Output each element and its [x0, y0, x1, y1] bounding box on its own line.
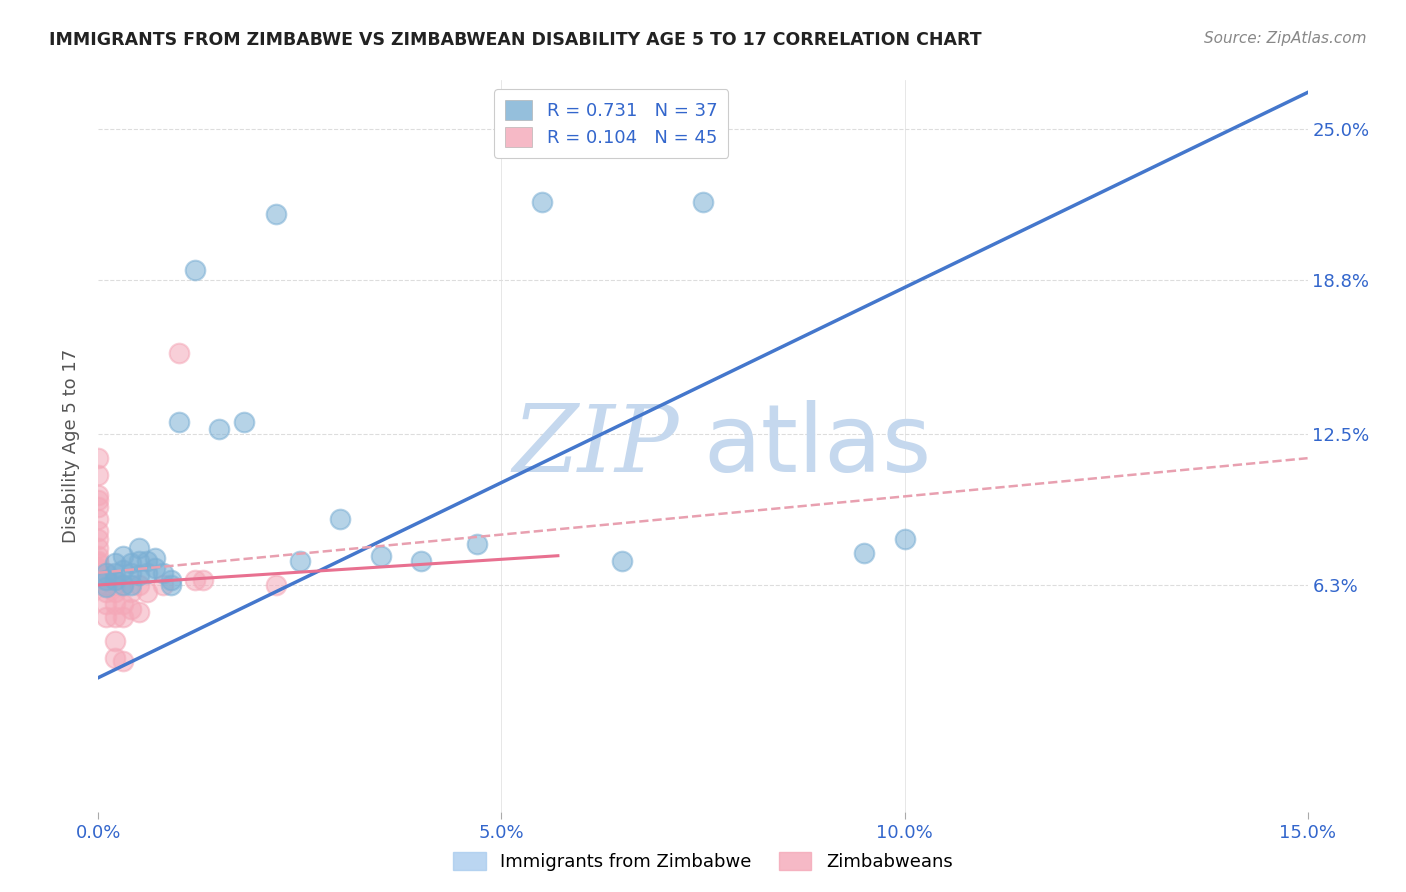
Point — [87, 451, 110, 466]
Point — [96, 566, 118, 580]
Point — [87, 492, 110, 507]
Text: ZIP: ZIP — [512, 401, 679, 491]
Point — [87, 541, 110, 556]
Point — [128, 605, 150, 619]
Point — [143, 551, 166, 566]
Point — [893, 532, 915, 546]
Point — [111, 549, 134, 563]
Point — [184, 263, 207, 277]
Point — [120, 602, 142, 616]
Legend: Immigrants from Zimbabwe, Zimbabweans: Immigrants from Zimbabwe, Zimbabweans — [446, 845, 960, 879]
Point — [111, 609, 134, 624]
Y-axis label: Disability Age 5 to 17: Disability Age 5 to 17 — [62, 349, 80, 543]
Point — [152, 578, 174, 592]
Point — [111, 578, 134, 592]
Point — [87, 556, 110, 570]
Point — [409, 553, 432, 567]
Point — [87, 512, 110, 526]
Point — [103, 598, 125, 612]
Point — [103, 585, 125, 599]
Point — [167, 346, 190, 360]
Point — [96, 566, 118, 580]
Point — [103, 556, 125, 570]
Legend: R = 0.731   N = 37, R = 0.104   N = 45: R = 0.731 N = 37, R = 0.104 N = 45 — [495, 89, 728, 158]
Point — [87, 568, 110, 582]
Point — [370, 549, 392, 563]
Point — [96, 585, 118, 599]
Point — [329, 512, 352, 526]
Point — [103, 609, 125, 624]
Point — [103, 578, 125, 592]
Point — [87, 563, 110, 577]
Point — [96, 573, 118, 587]
Point — [87, 532, 110, 546]
Point — [612, 553, 634, 567]
Point — [232, 415, 254, 429]
Point — [128, 568, 150, 582]
Point — [193, 573, 215, 587]
Point — [87, 578, 110, 592]
Point — [135, 585, 157, 599]
Text: IMMIGRANTS FROM ZIMBABWE VS ZIMBABWEAN DISABILITY AGE 5 TO 17 CORRELATION CHART: IMMIGRANTS FROM ZIMBABWE VS ZIMBABWEAN D… — [49, 31, 981, 49]
Point — [96, 609, 118, 624]
Point — [103, 573, 125, 587]
Point — [96, 598, 118, 612]
Point — [120, 556, 142, 570]
Point — [530, 195, 553, 210]
Point — [87, 549, 110, 563]
Point — [103, 634, 125, 648]
Point — [120, 566, 142, 580]
Point — [87, 573, 110, 587]
Point — [152, 566, 174, 580]
Point — [692, 195, 714, 210]
Point — [143, 561, 166, 575]
Point — [111, 598, 134, 612]
Point — [128, 578, 150, 592]
Point — [184, 573, 207, 587]
Point — [87, 561, 110, 575]
Point — [96, 578, 118, 592]
Point — [87, 488, 110, 502]
Point — [103, 573, 125, 587]
Point — [288, 553, 311, 567]
Point — [96, 581, 118, 595]
Point — [135, 553, 157, 567]
Point — [208, 422, 231, 436]
Point — [264, 207, 287, 221]
Text: atlas: atlas — [703, 400, 931, 492]
Point — [128, 553, 150, 567]
Point — [120, 585, 142, 599]
Point — [465, 536, 488, 550]
Point — [96, 573, 118, 587]
Point — [111, 578, 134, 592]
Point — [135, 566, 157, 580]
Point — [87, 566, 110, 580]
Point — [160, 578, 183, 592]
Point — [111, 563, 134, 577]
Text: Source: ZipAtlas.com: Source: ZipAtlas.com — [1204, 31, 1367, 46]
Point — [853, 546, 876, 560]
Point — [128, 541, 150, 556]
Point — [103, 651, 125, 665]
Point — [87, 553, 110, 567]
Point — [160, 573, 183, 587]
Point — [264, 578, 287, 592]
Point — [167, 415, 190, 429]
Point — [87, 500, 110, 514]
Point — [103, 566, 125, 580]
Point — [87, 524, 110, 539]
Point — [111, 654, 134, 668]
Point — [120, 578, 142, 592]
Point — [87, 468, 110, 483]
